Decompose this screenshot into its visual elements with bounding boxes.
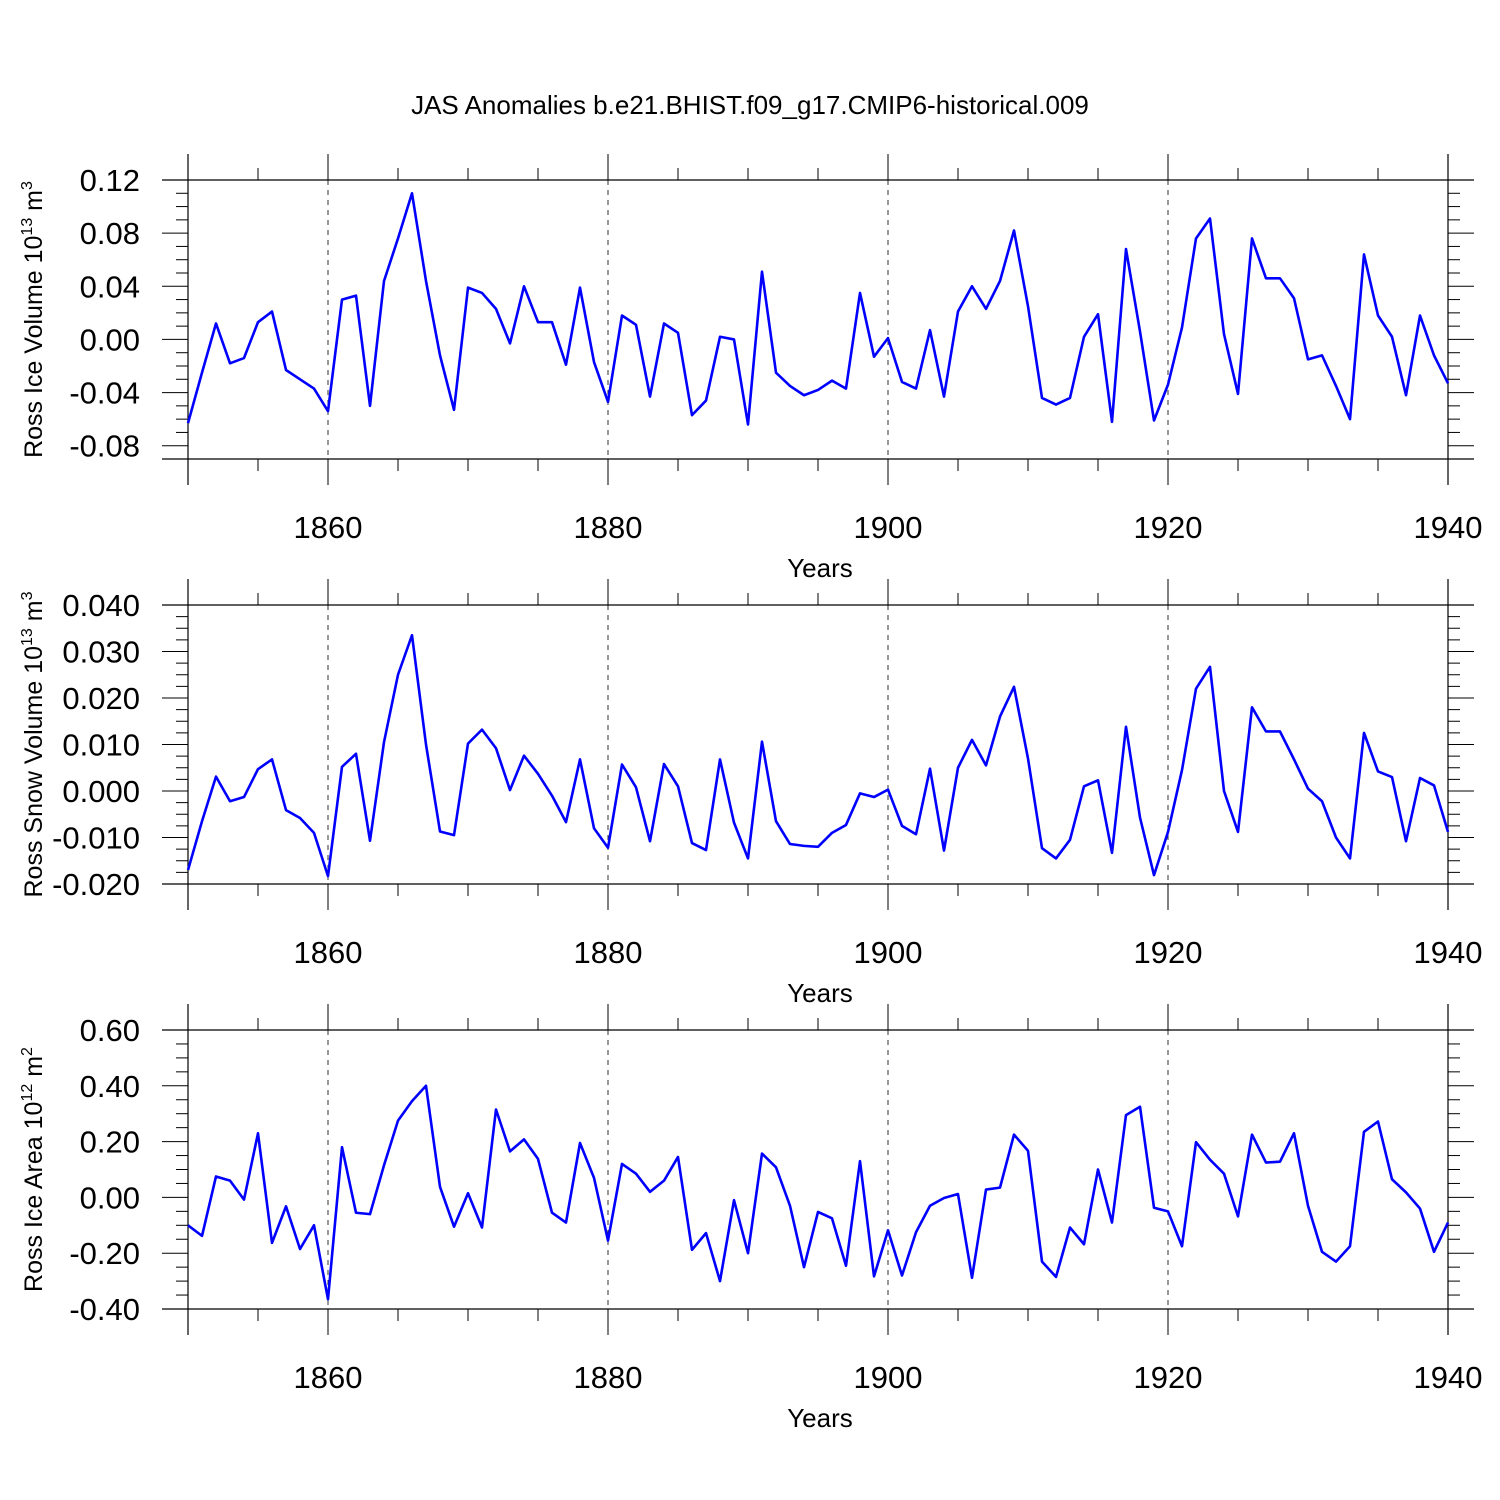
x-tick-label: 1920: [1134, 510, 1203, 545]
y-tick-label: 0.010: [62, 728, 140, 763]
y-axis-label-superscript: 12: [19, 1084, 36, 1102]
y-tick-label: -0.40: [69, 1292, 140, 1327]
y-axis-label-text: m: [20, 600, 48, 628]
y-tick-label: 0.00: [80, 322, 140, 357]
x-tick-label: 1880: [574, 1360, 643, 1395]
x-tick-label: 1900: [854, 935, 923, 970]
y-axis-label-text: Ross Snow Volume 10: [20, 646, 48, 898]
y-axis-label-text: Ross Ice Volume 10: [20, 236, 48, 458]
y-axis-label: Ross Snow Volume 1013 m3: [19, 591, 48, 897]
y-tick-label: 0.60: [80, 1013, 140, 1048]
x-tick-label: 1860: [294, 510, 363, 545]
y-axis-label-superscript: 13: [19, 218, 36, 236]
y-axis-label-text: Ross Ice Area 10: [20, 1102, 48, 1292]
x-tick-label: 1860: [294, 1360, 363, 1395]
x-axis-label: Years: [787, 553, 853, 583]
y-tick-label: 0.020: [62, 681, 140, 716]
x-tick-label: 1940: [1414, 1360, 1483, 1395]
x-tick-label: 1880: [574, 510, 643, 545]
x-tick-label: 1900: [854, 510, 923, 545]
y-axis-label-superscript: 3: [19, 181, 36, 190]
y-tick-label: -0.20: [69, 1236, 140, 1271]
y-axis-label-superscript: 13: [19, 628, 36, 646]
y-axis-label-superscript: 3: [19, 591, 36, 600]
x-tick-label: 1900: [854, 1360, 923, 1395]
y-tick-label: 0.40: [80, 1069, 140, 1104]
x-axis-label: Years: [787, 1403, 853, 1433]
y-tick-label: 0.08: [80, 216, 140, 251]
y-tick-label: -0.010: [52, 821, 140, 856]
x-tick-label: 1880: [574, 935, 643, 970]
y-tick-label: -0.04: [69, 376, 140, 411]
x-tick-label: 1860: [294, 935, 363, 970]
y-axis-label: Ross Ice Area 1012 m2: [19, 1047, 48, 1292]
y-axis-label-text: m: [20, 1056, 48, 1084]
y-tick-label: 0.20: [80, 1125, 140, 1160]
x-tick-label: 1940: [1414, 510, 1483, 545]
y-axis-label: Ross Ice Volume 1013 m3: [19, 181, 48, 458]
y-tick-label: -0.020: [52, 867, 140, 902]
panel-1: -0.08 -0.04 0.00 0.04 0.08 0.12 1860 1880 1900 19…: [19, 154, 1482, 583]
chart-title: JAS Anomalies b.e21.BHIST.f09_g17.CMIP6-…: [411, 90, 1089, 120]
x-tick-label: 1920: [1134, 935, 1203, 970]
y-tick-label: 0.030: [62, 635, 140, 670]
y-tick-label: -0.08: [69, 429, 140, 464]
y-tick-label: 0.04: [80, 269, 140, 304]
y-tick-label: 0.12: [80, 163, 140, 198]
y-axis-label-text: m: [20, 190, 48, 218]
x-tick-label: 1920: [1134, 1360, 1203, 1395]
series-line-ross-snow-volume: [186, 633, 1450, 878]
x-tick-label: 1940: [1414, 935, 1483, 970]
panel-2: -0.020 -0.010 0.000 0.010 0.020 0.030 0.040 186…: [19, 579, 1482, 1008]
y-tick-label: 0.00: [80, 1180, 140, 1215]
series-line-ross-ice-area: [187, 1084, 1450, 1301]
y-tick-label: 0.040: [62, 588, 140, 623]
y-tick-label: 0.000: [62, 774, 140, 809]
y-axis-label-superscript: 2: [19, 1047, 36, 1056]
panels: -0.08 -0.04 0.00 0.04 0.08 0.12 1860 1880 1900 19…: [19, 154, 1482, 1433]
x-axis-label: Years: [787, 978, 853, 1008]
series-line-ross-ice-volume: [186, 191, 1450, 426]
panel-3: -0.40 -0.20 0.00 0.20 0.40 0.60 1860 1880 1900 19…: [19, 1004, 1482, 1433]
